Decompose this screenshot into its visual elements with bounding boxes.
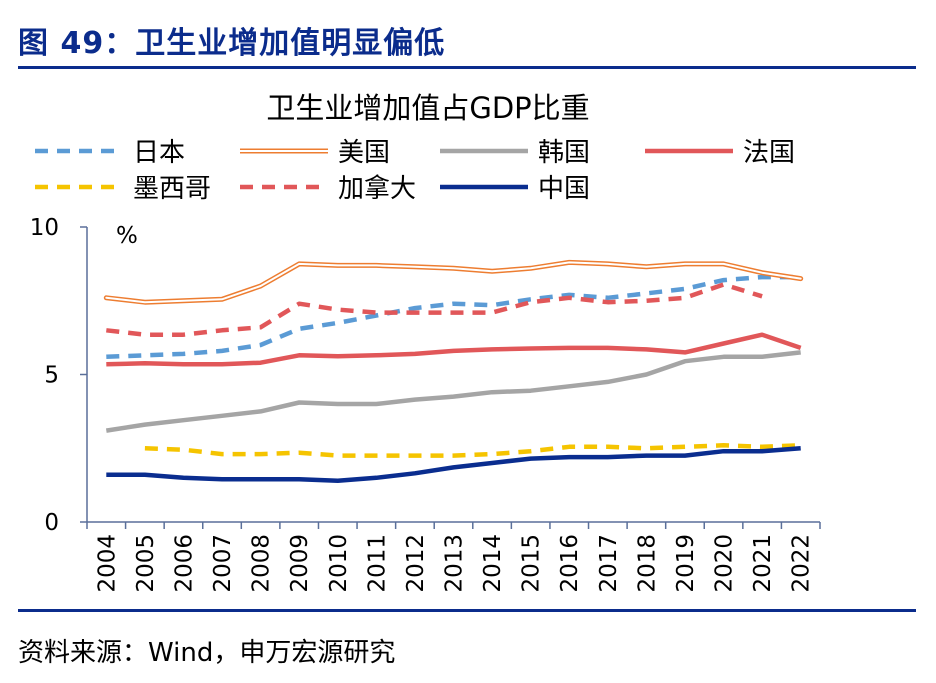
series-line bbox=[106, 446, 801, 483]
x-tick-label: 2015 bbox=[519, 534, 545, 593]
series-line bbox=[106, 274, 801, 360]
chart-title: 卫生业增加值占GDP比重 bbox=[266, 91, 589, 125]
series-line bbox=[106, 282, 763, 337]
bottom-divider bbox=[18, 609, 916, 612]
series-6 bbox=[106, 282, 763, 337]
legend-label: 韩国 bbox=[538, 138, 590, 168]
legend-label: 美国 bbox=[338, 138, 390, 168]
x-tick-label: 2020 bbox=[712, 534, 738, 593]
source-note: 资料来源：Wind，申万宏源研究 bbox=[18, 638, 396, 668]
series-2 bbox=[103, 259, 804, 305]
x-tick-label: 2007 bbox=[210, 534, 236, 593]
x-tick-label: 2004 bbox=[94, 534, 120, 593]
legend-label: 法国 bbox=[743, 138, 795, 168]
y-tick-label: 10 bbox=[30, 215, 59, 241]
x-tick-label: 2014 bbox=[480, 534, 506, 593]
x-tick-label: 2010 bbox=[326, 534, 352, 593]
legend-entry: 法国 bbox=[645, 138, 795, 168]
legend-entry: 美国 bbox=[240, 138, 390, 168]
y-tick-label: 0 bbox=[44, 510, 59, 536]
legend-label: 墨西哥 bbox=[133, 174, 211, 204]
x-tick-label: 2021 bbox=[750, 534, 776, 593]
legend-entry: 中国 bbox=[440, 174, 590, 204]
series-7 bbox=[106, 446, 801, 483]
x-tick-label: 2017 bbox=[596, 534, 622, 593]
legend-label: 中国 bbox=[538, 174, 590, 204]
x-tick-label: 2009 bbox=[287, 534, 313, 593]
x-tick-label: 2013 bbox=[442, 534, 468, 593]
series-line bbox=[106, 332, 802, 367]
series-1 bbox=[106, 274, 801, 360]
legend-label: 日本 bbox=[133, 138, 185, 168]
series-3 bbox=[105, 350, 801, 433]
legend-entry: 墨西哥 bbox=[35, 174, 211, 204]
x-tick-label: 2011 bbox=[364, 534, 390, 593]
x-tick-label: 2018 bbox=[634, 534, 660, 593]
series-line-inner bbox=[105, 261, 802, 304]
x-tick-label: 2006 bbox=[171, 534, 197, 593]
x-tick-label: 2022 bbox=[789, 534, 815, 593]
x-tick-label: 2008 bbox=[249, 534, 275, 593]
series-line bbox=[105, 350, 801, 433]
top-divider bbox=[18, 66, 916, 69]
chart-axes: 0 5 10 2004 2005 2006 2007 2008 2009 2010 2011 2012… bbox=[30, 215, 821, 593]
legend-entry: 日本 bbox=[35, 138, 185, 168]
chart-series bbox=[103, 259, 804, 483]
legend-entry: 加拿大 bbox=[240, 174, 416, 204]
x-tick-label: 2012 bbox=[403, 534, 429, 593]
y-tick-label: 5 bbox=[44, 363, 59, 389]
figure-title: 图 49：卫生业增加值明显偏低 bbox=[18, 26, 446, 61]
x-tick-label: 2005 bbox=[133, 534, 159, 593]
legend-label: 加拿大 bbox=[338, 174, 416, 204]
series-4 bbox=[106, 332, 802, 367]
y-axis-unit-label: % bbox=[116, 223, 138, 249]
legend-entry: 韩国 bbox=[440, 138, 590, 168]
x-tick-label: 2019 bbox=[673, 534, 699, 593]
x-tick-label: 2016 bbox=[557, 534, 583, 593]
